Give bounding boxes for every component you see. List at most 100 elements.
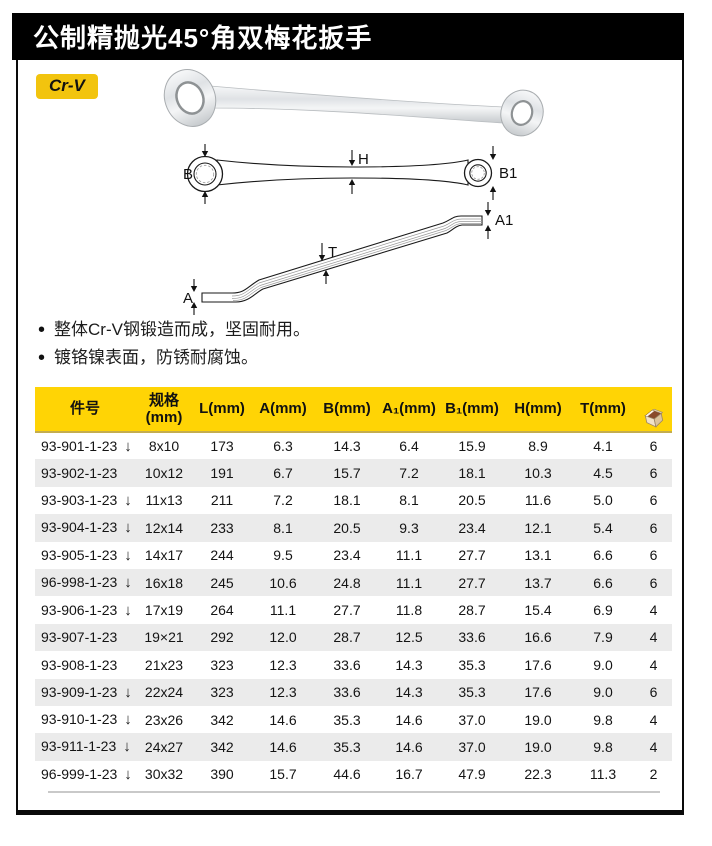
cell-L: 245 (210, 574, 234, 591)
down-arrow-icon: ↓ (124, 711, 132, 729)
cell-A1: 14.6 (395, 738, 423, 755)
cell-T: 6.6 (593, 547, 613, 564)
side-view-drawing (201, 215, 483, 303)
cell-B: 24.8 (333, 574, 361, 591)
cell-part-number: 93-903-1-23 ↓ (41, 491, 132, 509)
dim-label-h: H (358, 151, 369, 168)
cell-part-number: 93-906-1-23 ↓ (41, 601, 132, 619)
cell-H: 11.6 (524, 492, 552, 509)
col-header-6: B₁(mm) (439, 387, 505, 433)
spec-row: 93-904-1-23 ↓ 12x14 233 8.1 20.5 9.3 23.4 12.1 5.… (35, 514, 672, 542)
cell-part-number: 93-909-1-23 ↓ (41, 683, 132, 701)
cell-part-number: 93-904-1-23 ↓ (41, 519, 132, 537)
catalog-sheet: 公制精抛光45°角双梅花扳手 Cr-V (12, 13, 684, 815)
cell-pcs: 6 (649, 492, 658, 509)
cell-part-number: 93-905-1-23 ↓ (41, 546, 132, 564)
spec-table-body: 93-901-1-23 ↓ 8x10 173 6.3 14.3 6.4 15.9 8.9 4.1 6… (35, 432, 672, 788)
down-arrow-icon: ↓ (124, 519, 132, 537)
cell-A: 12.3 (269, 656, 297, 673)
cell-part-number: 93-908-1-23 (41, 656, 118, 673)
cell-B: 28.7 (333, 629, 361, 646)
cell-part-number: 93-910-1-23 ↓ (41, 711, 132, 729)
spec-row: 96-999-1-23 ↓ 30x32 390 15.7 44.6 16.7 47.9 22.3… (35, 761, 672, 788)
cell-H: 17.6 (524, 656, 552, 673)
cell-L: 191 (210, 465, 234, 482)
cell-A: 6.3 (273, 438, 293, 455)
cell-B: 23.4 (333, 547, 361, 564)
dim-label-b: B (183, 166, 193, 183)
cell-B1: 35.3 (458, 656, 486, 673)
cell-A: 15.7 (269, 766, 297, 783)
spec-row: 93-910-1-23 ↓ 23x26 342 14.6 35.3 14.6 37.0 19.0… (35, 706, 672, 733)
crv-material-badge: Cr-V (36, 74, 98, 99)
spec-row: 96-998-1-23 ↓ 16x18 245 10.6 24.8 11.1 27.7 13.7… (35, 568, 672, 597)
cell-A: 8.1 (273, 519, 293, 536)
col-header-4: B(mm) (315, 387, 379, 433)
cell-T: 9.8 (593, 738, 613, 755)
cell-B1: 15.9 (458, 438, 486, 455)
cell-H: 16.6 (524, 629, 552, 646)
down-arrow-icon: ↓ (124, 546, 132, 564)
col-header-8: T(mm) (571, 387, 635, 433)
spec-row: 93-907-1-23 19×21 292 12.0 28.7 12.5 33.6 16.6 7… (35, 623, 672, 652)
cell-A1: 14.3 (395, 656, 423, 673)
cell-spec: 23x26 (144, 711, 184, 728)
cell-L: 264 (210, 602, 234, 619)
down-arrow-icon: ↓ (123, 738, 131, 756)
cell-spec: 21x23 (144, 656, 184, 673)
cell-spec: 17x19 (144, 602, 184, 619)
cell-L: 390 (210, 766, 234, 783)
down-arrow-icon: ↓ (124, 601, 132, 619)
cell-spec: 16x18 (144, 574, 184, 591)
spec-row: 93-911-1-23 ↓ 24x27 342 14.6 35.3 14.6 37.0 19.0… (35, 733, 672, 761)
cell-H: 8.9 (528, 438, 548, 455)
cell-spec: 11x13 (145, 492, 183, 509)
cell-L: 323 (210, 684, 234, 701)
cell-B1: 28.7 (458, 602, 486, 619)
dim-label-a: A (183, 290, 193, 307)
cell-spec: 10x12 (144, 465, 184, 482)
cell-spec: 12x14 (144, 519, 184, 536)
cell-T: 9.0 (593, 684, 613, 701)
wrench-artwork: B H B1 A1 T A (163, 69, 544, 315)
cell-B: 33.6 (333, 684, 361, 701)
cell-A1: 9.3 (399, 519, 419, 536)
page-title-bar: 公制精抛光45°角双梅花扳手 (12, 13, 684, 60)
cell-spec: 24x27 (144, 738, 184, 755)
feature-item-1: 整体Cr-V钢锻造而成，坚固耐用。 (38, 316, 658, 344)
top-view-drawing (186, 155, 493, 193)
cell-pcs: 6 (649, 684, 658, 701)
cell-H: 10.3 (524, 465, 552, 482)
cell-pcs: 6 (649, 574, 658, 591)
col-header-7: H(mm) (505, 387, 571, 433)
cell-pcs: 4 (649, 656, 658, 673)
cell-B: 27.7 (333, 602, 361, 619)
cell-T: 6.6 (593, 574, 613, 591)
col-header-0: 件号 (35, 387, 135, 433)
wrench-photo (163, 69, 544, 137)
cell-A1: 6.4 (399, 438, 419, 455)
cell-part-number: 93-902-1-23 (41, 465, 118, 482)
cell-H: 22.3 (524, 766, 552, 783)
cell-H: 17.6 (524, 684, 552, 701)
cell-pcs: 6 (649, 465, 658, 482)
cell-part-number: 96-998-1-23 ↓ (41, 574, 132, 592)
cell-pcs: 4 (649, 602, 658, 619)
cell-spec: 22x24 (144, 684, 184, 701)
dimension-annotations (190, 144, 497, 315)
cell-B1: 18.1 (458, 465, 486, 482)
col-header-1: 规格 (mm) (135, 387, 193, 433)
cell-H: 12.1 (524, 519, 552, 536)
cell-H: 19.0 (524, 738, 552, 755)
cell-A: 9.5 (273, 547, 293, 564)
cell-B1: 37.0 (458, 738, 486, 755)
cell-spec: 14x17 (144, 547, 184, 564)
cell-H: 19.0 (524, 711, 552, 728)
spec-row: 93-905-1-23 ↓ 14x17 244 9.5 23.4 11.1 27.7 13.1 6… (35, 542, 672, 569)
cell-A: 12.0 (269, 629, 297, 646)
cell-A1: 7.2 (399, 465, 419, 482)
spec-table: 件号 规格 (mm) L(mm) A(mm) B(mm) A₁(mm) B₁(mm) H(mm… (35, 387, 672, 788)
cell-pcs: 2 (649, 766, 658, 783)
dim-label-a1: A1 (495, 212, 513, 229)
